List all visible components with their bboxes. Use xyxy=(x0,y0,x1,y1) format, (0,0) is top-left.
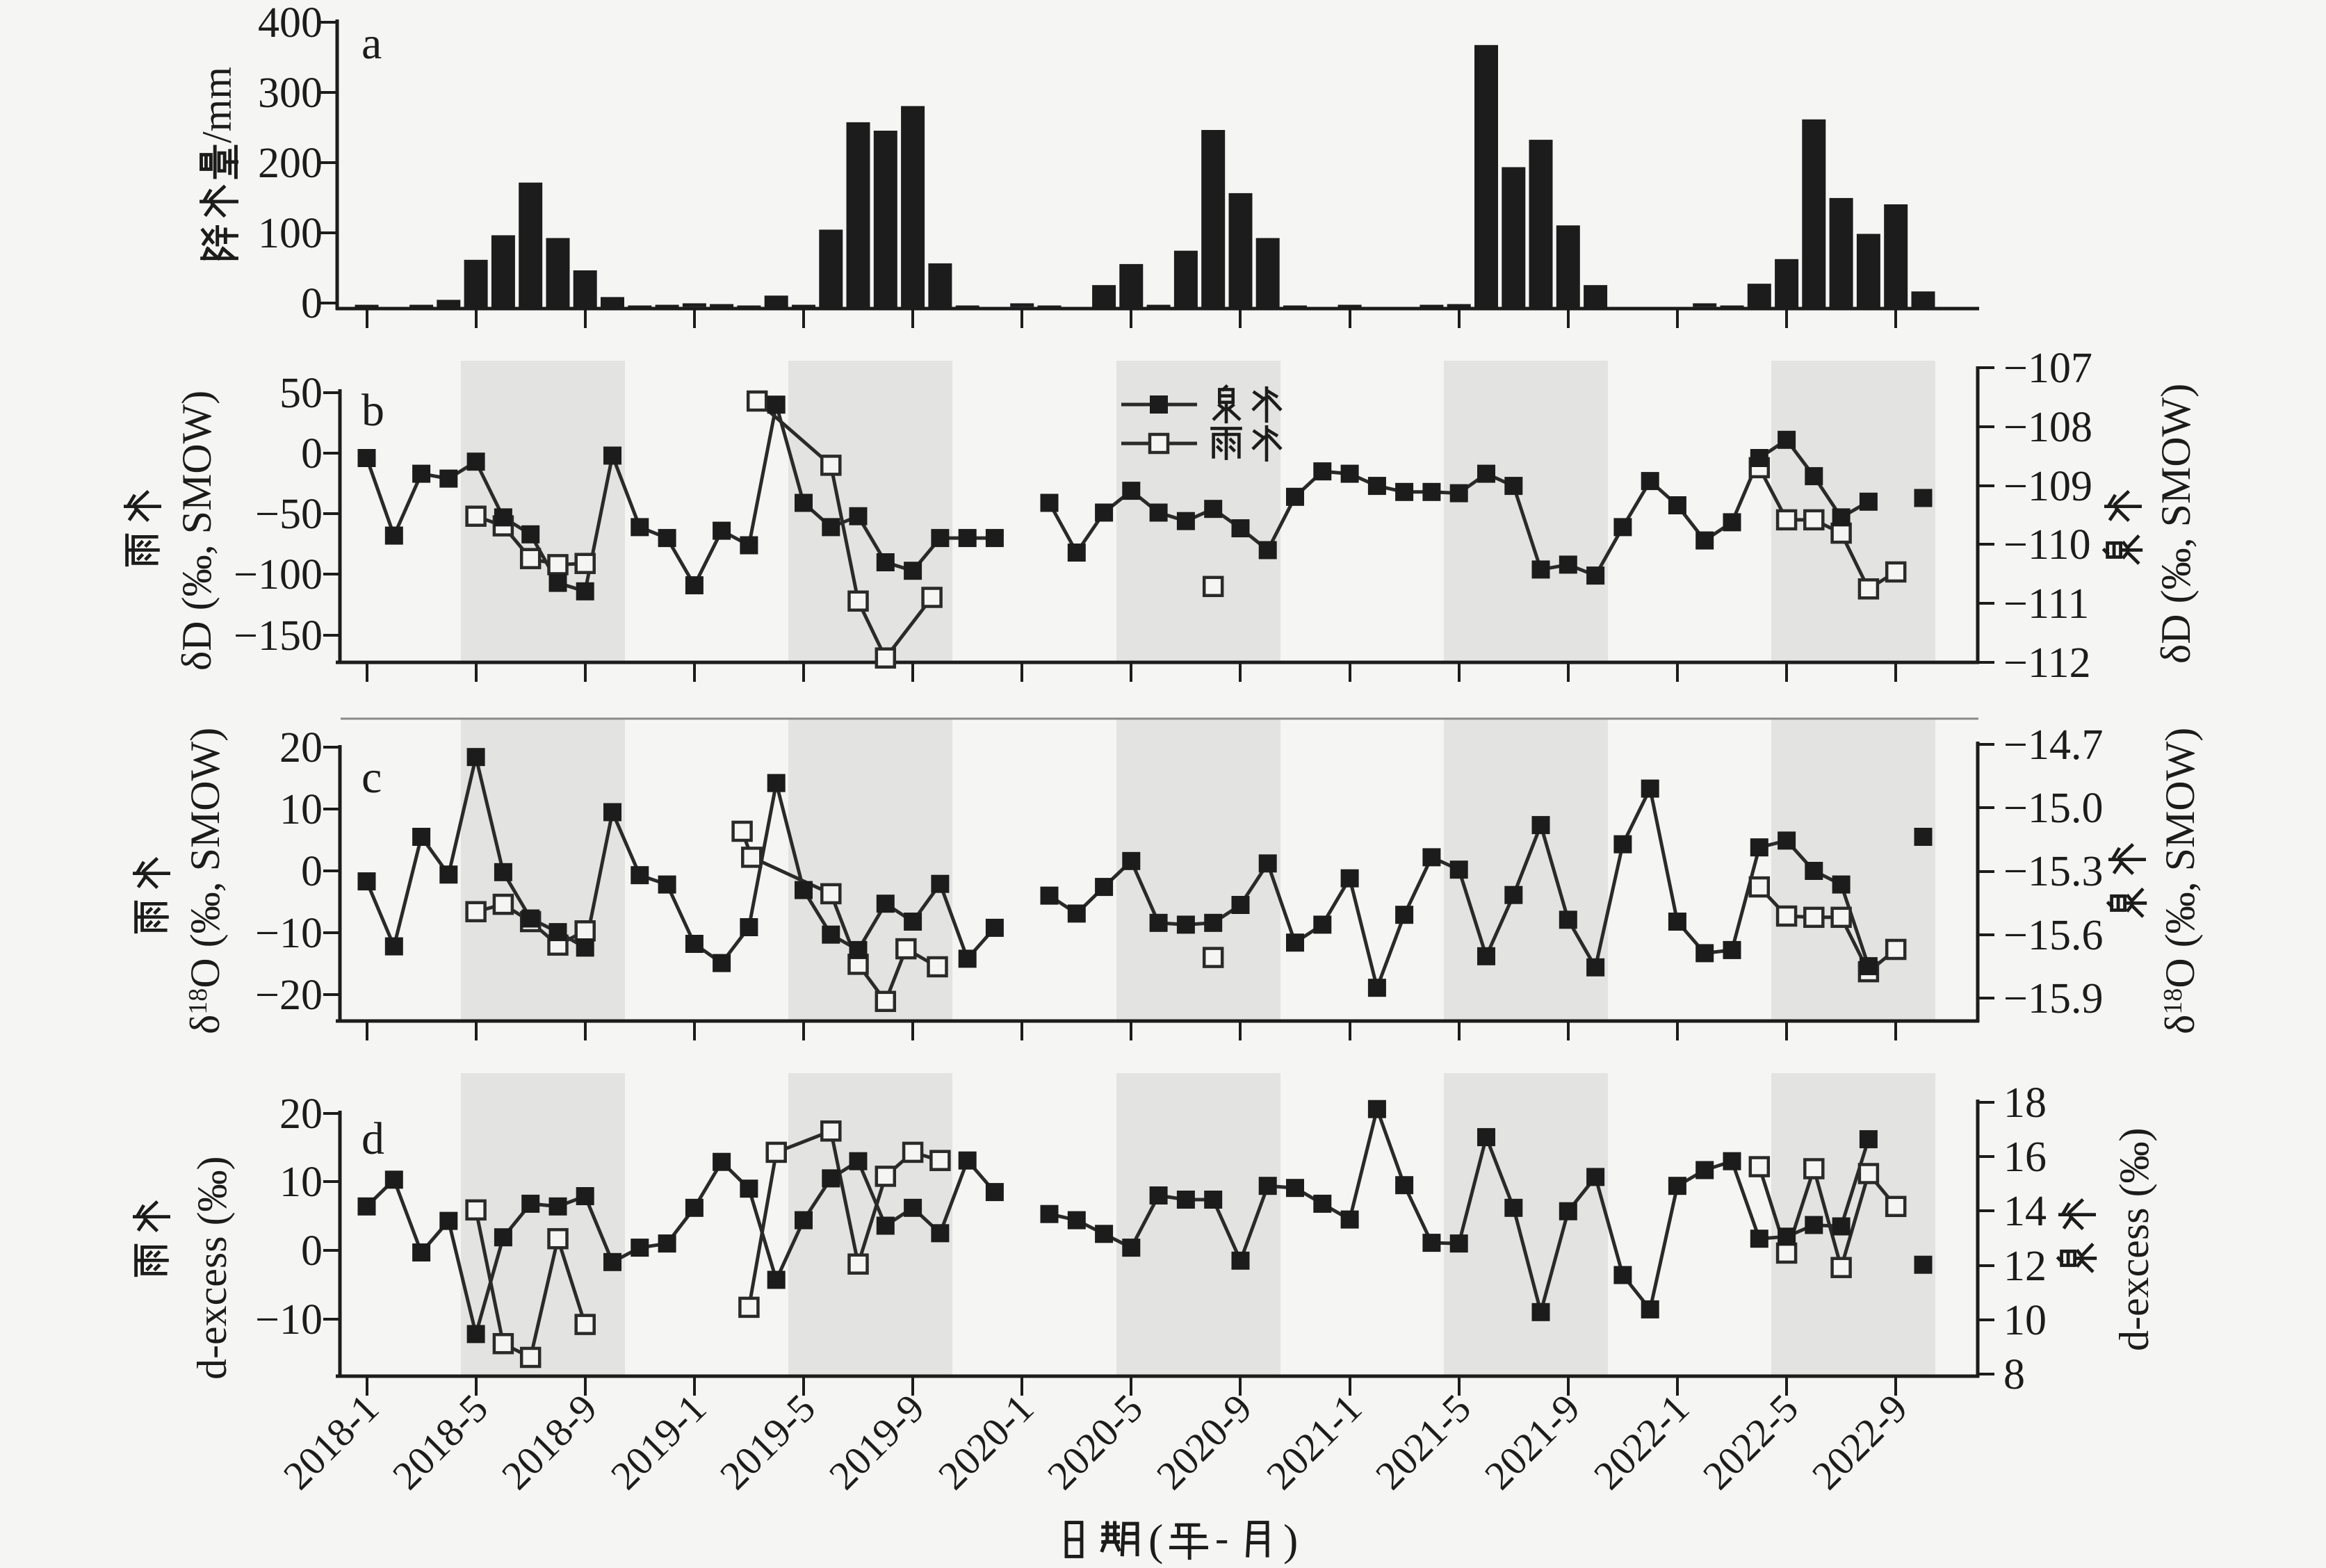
svg-text:−14.7: −14.7 xyxy=(2003,721,2103,769)
svg-text:10: 10 xyxy=(279,1159,323,1206)
svg-text:δ18O (‰, SMOW): δ18O (‰, SMOW) xyxy=(2157,728,2203,1034)
svg-text:d-excess (‰): d-excess (‰) xyxy=(189,1156,235,1380)
svg-text:−100: −100 xyxy=(234,551,323,598)
svg-text:−15.6: −15.6 xyxy=(2003,912,2103,959)
svg-text:a: a xyxy=(361,18,382,69)
svg-text:18: 18 xyxy=(2003,1079,2047,1127)
svg-text:): ) xyxy=(1283,1515,1298,1565)
svg-text:10: 10 xyxy=(2003,1297,2047,1344)
svg-text:(: ( xyxy=(1148,1515,1163,1565)
svg-text:−15.0: −15.0 xyxy=(2003,785,2103,832)
svg-text:200: 200 xyxy=(258,140,323,187)
svg-text:12: 12 xyxy=(2003,1243,2047,1290)
svg-text:0: 0 xyxy=(301,848,323,895)
svg-text:20: 20 xyxy=(279,724,323,771)
svg-text:−15.3: −15.3 xyxy=(2003,848,2103,895)
svg-text:−111: −111 xyxy=(2003,580,2089,628)
svg-text:-: - xyxy=(1215,1515,1228,1560)
svg-text:−10: −10 xyxy=(255,1296,323,1344)
svg-text:/mm: /mm xyxy=(194,67,240,143)
svg-text:−112: −112 xyxy=(2003,639,2091,687)
svg-text:10: 10 xyxy=(279,786,323,833)
svg-text:δ18O (‰, SMOW): δ18O (‰, SMOW) xyxy=(182,728,228,1034)
svg-text:300: 300 xyxy=(258,70,323,117)
svg-text:−107: −107 xyxy=(2003,345,2092,392)
svg-text:0: 0 xyxy=(301,430,323,477)
svg-text:−20: −20 xyxy=(255,972,323,1019)
svg-text:−108: −108 xyxy=(2003,404,2092,451)
svg-text:d-excess (‰): d-excess (‰) xyxy=(2111,1127,2157,1351)
svg-text:c: c xyxy=(361,752,382,803)
svg-text:δD (‰, SMOW): δD (‰, SMOW) xyxy=(2153,384,2199,664)
svg-text:8: 8 xyxy=(2003,1351,2025,1398)
svg-text:b: b xyxy=(361,385,384,436)
svg-text:−110: −110 xyxy=(2003,521,2091,569)
svg-text:20: 20 xyxy=(279,1091,323,1138)
svg-text:0: 0 xyxy=(301,1227,323,1275)
svg-text:−10: −10 xyxy=(255,910,323,957)
svg-text:−150: −150 xyxy=(234,612,323,660)
svg-text:0: 0 xyxy=(301,280,323,327)
svg-text:50: 50 xyxy=(279,370,323,417)
svg-text:14: 14 xyxy=(2003,1188,2047,1235)
svg-text:−15.9: −15.9 xyxy=(2003,975,2103,1022)
svg-text:400: 400 xyxy=(258,0,323,47)
svg-text:δD (‰, SMOW): δD (‰, SMOW) xyxy=(174,391,220,671)
svg-text:−109: −109 xyxy=(2003,463,2092,510)
svg-text:16: 16 xyxy=(2003,1134,2047,1181)
svg-text:d: d xyxy=(361,1113,384,1164)
svg-text:100: 100 xyxy=(258,210,323,257)
svg-text:−50: −50 xyxy=(255,491,323,538)
